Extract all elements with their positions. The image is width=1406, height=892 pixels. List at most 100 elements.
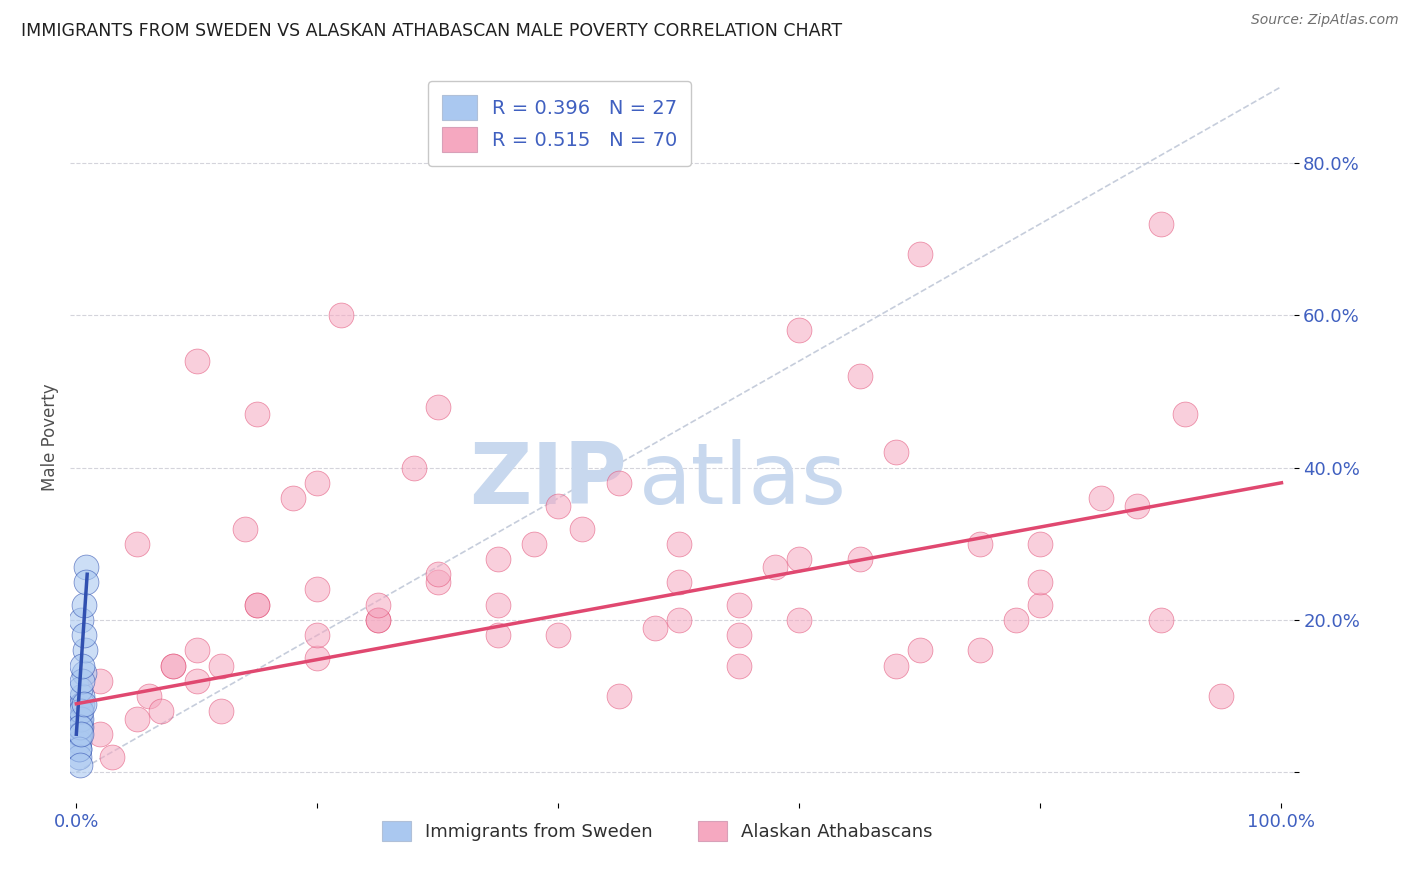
Point — [728, 598, 751, 612]
Point — [969, 643, 991, 657]
Point — [89, 673, 111, 688]
Point — [125, 712, 148, 726]
Point — [1174, 407, 1197, 421]
Point — [101, 750, 124, 764]
Point — [186, 643, 208, 657]
Point — [668, 613, 690, 627]
Point — [547, 499, 569, 513]
Point — [607, 475, 630, 490]
Point — [70, 727, 93, 741]
Point — [486, 552, 509, 566]
Point — [149, 705, 172, 719]
Point — [607, 689, 630, 703]
Point — [67, 735, 90, 749]
Point — [73, 643, 96, 657]
Point — [186, 354, 208, 368]
Point — [1029, 598, 1052, 612]
Point — [523, 537, 546, 551]
Point — [72, 697, 94, 711]
Point — [848, 369, 870, 384]
Point — [307, 475, 329, 490]
Point — [69, 720, 91, 734]
Point — [67, 750, 90, 764]
Point — [162, 658, 184, 673]
Point — [69, 705, 91, 719]
Point — [1005, 613, 1028, 627]
Point — [1029, 537, 1052, 551]
Point — [668, 574, 690, 589]
Point — [547, 628, 569, 642]
Text: Source: ZipAtlas.com: Source: ZipAtlas.com — [1251, 13, 1399, 28]
Point — [402, 460, 425, 475]
Point — [426, 567, 449, 582]
Point — [307, 582, 329, 597]
Point — [789, 323, 811, 337]
Point — [70, 705, 93, 719]
Point — [246, 598, 269, 612]
Point — [72, 666, 94, 681]
Point — [668, 537, 690, 551]
Point — [426, 574, 449, 589]
Point — [571, 521, 593, 535]
Point — [763, 559, 786, 574]
Point — [125, 537, 148, 551]
Point — [162, 658, 184, 673]
Point — [367, 598, 389, 612]
Point — [644, 621, 666, 635]
Point — [67, 742, 90, 756]
Point — [1126, 499, 1149, 513]
Point — [728, 628, 751, 642]
Point — [69, 681, 91, 696]
Point — [728, 658, 751, 673]
Point — [246, 407, 269, 421]
Point — [70, 712, 93, 726]
Point — [848, 552, 870, 566]
Point — [89, 727, 111, 741]
Point — [70, 613, 93, 627]
Point — [1090, 491, 1112, 505]
Point — [72, 689, 94, 703]
Point — [72, 697, 94, 711]
Point — [789, 613, 811, 627]
Text: ZIP: ZIP — [470, 440, 627, 523]
Point — [307, 628, 329, 642]
Point — [908, 643, 931, 657]
Point — [209, 658, 232, 673]
Point — [67, 727, 90, 741]
Point — [186, 673, 208, 688]
Point — [969, 537, 991, 551]
Point — [789, 552, 811, 566]
Point — [426, 400, 449, 414]
Y-axis label: Male Poverty: Male Poverty — [41, 384, 59, 491]
Legend: Immigrants from Sweden, Alaskan Athabascans: Immigrants from Sweden, Alaskan Athabasc… — [375, 814, 941, 848]
Point — [330, 308, 353, 322]
Point — [209, 705, 232, 719]
Point — [75, 574, 97, 589]
Point — [486, 598, 509, 612]
Point — [1150, 217, 1173, 231]
Point — [1211, 689, 1233, 703]
Point — [69, 712, 91, 726]
Point — [69, 727, 91, 741]
Point — [69, 705, 91, 719]
Point — [72, 673, 94, 688]
Point — [72, 628, 94, 642]
Point — [367, 613, 389, 627]
Point — [233, 521, 256, 535]
Point — [884, 658, 907, 673]
Text: IMMIGRANTS FROM SWEDEN VS ALASKAN ATHABASCAN MALE POVERTY CORRELATION CHART: IMMIGRANTS FROM SWEDEN VS ALASKAN ATHABA… — [21, 22, 842, 40]
Point — [307, 651, 329, 665]
Point — [70, 720, 93, 734]
Text: atlas: atlas — [640, 440, 846, 523]
Point — [75, 559, 97, 574]
Point — [1029, 574, 1052, 589]
Point — [246, 598, 269, 612]
Point — [67, 742, 90, 756]
Point — [69, 757, 91, 772]
Point — [908, 247, 931, 261]
Point — [884, 445, 907, 459]
Point — [486, 628, 509, 642]
Point — [72, 658, 94, 673]
Point — [367, 613, 389, 627]
Point — [72, 598, 94, 612]
